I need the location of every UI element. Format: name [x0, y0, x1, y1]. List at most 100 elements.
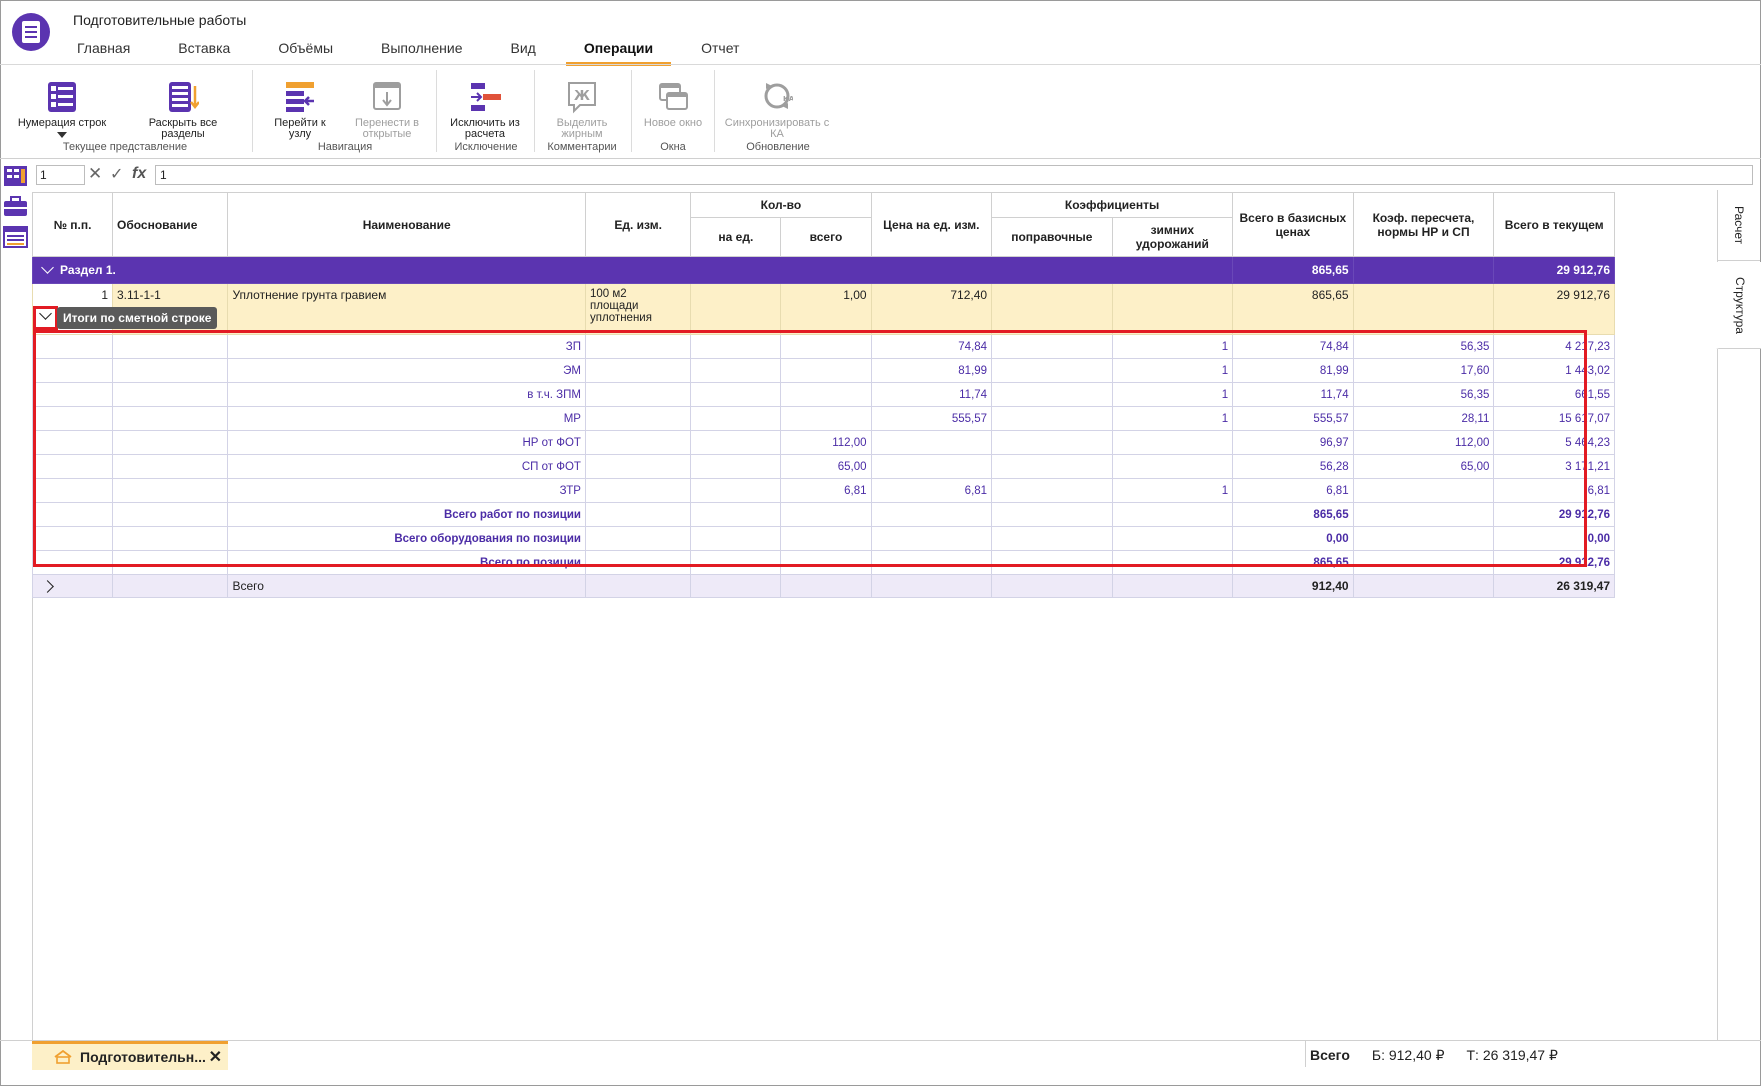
position-total-winter[interactable]: [1111, 526, 1234, 551]
empty-cell[interactable]: [584, 502, 692, 527]
position-total-base[interactable]: 56,28: [1232, 454, 1354, 479]
line-numbering-button[interactable]: Нумерация строк: [14, 80, 110, 138]
position-total-recalc[interactable]: 28,11: [1352, 406, 1495, 431]
estimate-item-row[interactable]: 1 3.11-1-1 Уплотнение грунта гравием 100…: [32, 283, 1615, 335]
item-unit[interactable]: 100 м2 площади уплотнения: [584, 283, 692, 335]
position-total-qty[interactable]: [780, 382, 872, 407]
position-total-row[interactable]: Всего работ по позиции 865,65 29 912,76: [32, 502, 1615, 527]
position-total-current[interactable]: 15 617,07: [1493, 406, 1615, 431]
empty-cell[interactable]: [32, 406, 113, 431]
position-total-name[interactable]: ЭМ: [227, 358, 586, 383]
empty-cell[interactable]: [111, 478, 229, 503]
col-basis-header[interactable]: Обоснование: [111, 192, 229, 257]
position-total-price[interactable]: 555,57: [870, 406, 993, 431]
empty-cell[interactable]: [111, 382, 229, 407]
chevron-down-icon[interactable]: [39, 307, 52, 320]
chevron-right-icon[interactable]: [41, 580, 54, 593]
position-total-base[interactable]: 74,84: [1232, 334, 1354, 359]
empty-cell[interactable]: [991, 358, 1113, 383]
empty-cell[interactable]: [111, 526, 229, 551]
position-total-recalc[interactable]: 56,35: [1352, 382, 1495, 407]
col-qty-header[interactable]: Кол-во: [690, 192, 872, 218]
position-total-name[interactable]: Всего по позиции: [227, 550, 586, 575]
empty-cell[interactable]: [690, 502, 782, 527]
document-tab[interactable]: Подготовительн... ✕: [32, 1041, 228, 1070]
empty-cell[interactable]: [690, 334, 782, 359]
empty-cell[interactable]: [690, 430, 782, 455]
item-price[interactable]: 712,40: [870, 283, 993, 335]
position-total-winter[interactable]: 1: [1111, 334, 1234, 359]
empty-cell[interactable]: [584, 454, 692, 479]
position-total-base[interactable]: 6,81: [1232, 478, 1354, 503]
position-total-name[interactable]: НР от ФОТ: [227, 430, 586, 455]
position-total-current[interactable]: 5 464,23: [1493, 430, 1615, 455]
empty-cell[interactable]: [584, 358, 692, 383]
position-total-base[interactable]: 865,65: [1232, 502, 1354, 527]
empty-cell[interactable]: [111, 406, 229, 431]
position-total-current[interactable]: 1 443,02: [1493, 358, 1615, 383]
position-total-row[interactable]: ЭМ 81,99 1 81,99 17,60 1 443,02: [32, 358, 1615, 383]
empty-cell[interactable]: [111, 550, 229, 575]
position-total-winter[interactable]: 1: [1111, 478, 1234, 503]
empty-cell[interactable]: [32, 478, 113, 503]
position-total-name[interactable]: в т.ч. ЗПМ: [227, 382, 586, 407]
col-price-header[interactable]: Цена на ед. изм.: [870, 192, 993, 257]
position-total-base[interactable]: 555,57: [1232, 406, 1354, 431]
chevron-down-icon[interactable]: [41, 261, 54, 274]
position-total-price[interactable]: [870, 526, 993, 551]
new-window-button[interactable]: Новое окно: [638, 80, 708, 129]
empty-cell[interactable]: [111, 430, 229, 455]
cell-reference-field[interactable]: 1: [36, 165, 85, 185]
position-total-winter[interactable]: [1111, 550, 1234, 575]
col-qty-per-unit-header[interactable]: на ед.: [690, 217, 782, 257]
sync-ka-button[interactable]: КА Синхронизировать с КА: [722, 80, 832, 140]
empty-cell[interactable]: [111, 502, 229, 527]
empty-cell[interactable]: [584, 430, 692, 455]
position-total-current[interactable]: 661,55: [1493, 382, 1615, 407]
position-total-current[interactable]: 0,00: [1493, 526, 1615, 551]
tab-calculation[interactable]: Расчет: [1718, 190, 1760, 261]
position-total-current[interactable]: 29 912,76: [1493, 550, 1615, 575]
position-total-base[interactable]: 865,65: [1232, 550, 1354, 575]
expand-all-button[interactable]: Раскрыть все разделы: [138, 80, 228, 140]
empty-cell[interactable]: [991, 334, 1113, 359]
position-total-row[interactable]: НР от ФОТ 112,00 96,97 112,00 5 464,23: [32, 430, 1615, 455]
position-total-price[interactable]: [870, 550, 993, 575]
position-total-row[interactable]: СП от ФОТ 65,00 56,28 65,00 3 171,21: [32, 454, 1615, 479]
tab-insert[interactable]: Вставка: [178, 40, 231, 56]
col-coef-winter-header[interactable]: зимних удорожаний: [1111, 217, 1234, 257]
position-total-recalc[interactable]: [1352, 550, 1495, 575]
col-name-header[interactable]: Наименование: [227, 192, 586, 257]
empty-cell[interactable]: [584, 550, 692, 575]
grand-total-row[interactable]: Всего 912,40 26 319,47: [32, 574, 1615, 598]
position-total-winter[interactable]: 1: [1111, 358, 1234, 383]
position-total-price[interactable]: 11,74: [870, 382, 993, 407]
column-settings-icon[interactable]: [3, 165, 28, 187]
empty-cell[interactable]: [690, 406, 782, 431]
tab-structure[interactable]: Структура: [1716, 262, 1761, 349]
empty-cell[interactable]: [584, 406, 692, 431]
position-total-winter[interactable]: 1: [1111, 406, 1234, 431]
chevron-down-icon[interactable]: [57, 132, 67, 138]
position-total-recalc[interactable]: [1352, 502, 1495, 527]
expand-toggle-highlight[interactable]: [33, 306, 58, 330]
position-total-winter[interactable]: [1111, 454, 1234, 479]
table-view-icon[interactable]: [3, 226, 28, 248]
item-name[interactable]: Уплотнение грунта гравием: [227, 283, 586, 335]
position-total-name[interactable]: ЗТР: [227, 478, 586, 503]
position-total-row[interactable]: МР 555,57 1 555,57 28,11 15 617,07: [32, 406, 1615, 431]
formula-input[interactable]: 1: [155, 165, 1753, 185]
position-total-price[interactable]: [870, 502, 993, 527]
empty-cell[interactable]: [991, 454, 1113, 479]
position-total-name[interactable]: МР: [227, 406, 586, 431]
tab-volumes[interactable]: Объёмы: [278, 40, 334, 56]
empty-cell[interactable]: [991, 406, 1113, 431]
position-total-qty[interactable]: 6,81: [780, 478, 872, 503]
tab-execution[interactable]: Выполнение: [381, 40, 463, 56]
empty-cell[interactable]: [991, 478, 1113, 503]
empty-cell[interactable]: [32, 550, 113, 575]
position-total-recalc[interactable]: 112,00: [1352, 430, 1495, 455]
empty-cell[interactable]: [991, 502, 1113, 527]
position-total-base[interactable]: 11,74: [1232, 382, 1354, 407]
move-to-open-button[interactable]: Перенести в открытые: [350, 80, 424, 140]
